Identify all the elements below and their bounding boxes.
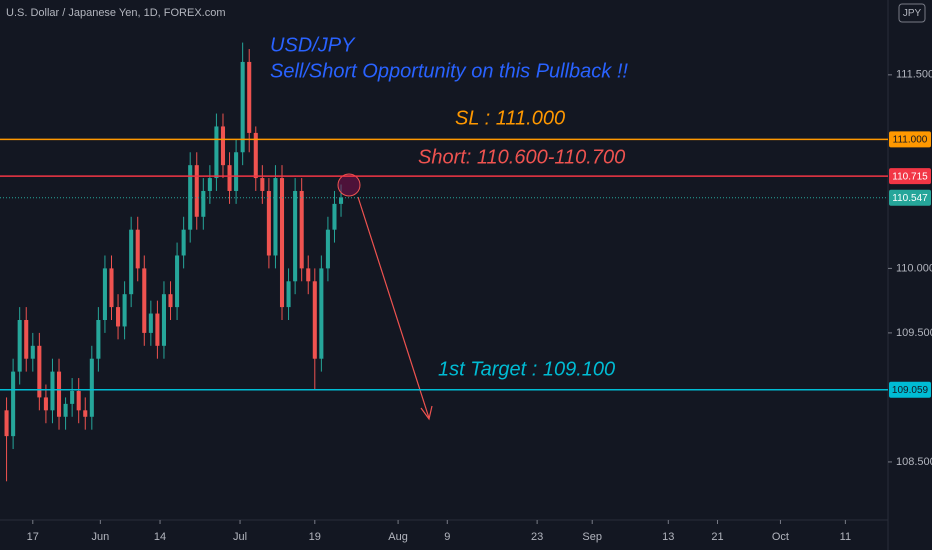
price-badge [889, 189, 931, 206]
candle-body [325, 229, 330, 269]
x-tick-label: Jul [233, 531, 247, 543]
candle-body [207, 178, 212, 191]
candle-body [76, 390, 81, 411]
plot [4, 42, 344, 482]
price-badge-label: 110.547 [892, 193, 928, 204]
subheading: Sell/Short Opportunity on this Pullback … [270, 60, 628, 82]
candle-body [109, 268, 114, 308]
price-badge [889, 168, 931, 185]
price-badge-label: 109.059 [892, 385, 929, 396]
candle-body [142, 268, 147, 333]
target-note: 1st Target : 109.100 [438, 358, 615, 380]
x-tick-label: Jun [91, 531, 109, 543]
candle-body [227, 165, 232, 191]
candle-body [299, 190, 304, 269]
trend-arrow [357, 196, 430, 419]
y-tick-label: 110.000 [896, 262, 932, 274]
stop-loss-note: SL : 111.000 [455, 107, 565, 129]
candle-body [135, 229, 140, 269]
price-badge [889, 131, 931, 148]
x-tick-label: Sep [582, 531, 602, 543]
candle-body [30, 345, 35, 359]
heading: USD/JPY [270, 34, 356, 56]
arrow-head [420, 405, 433, 421]
candle-body [214, 126, 219, 179]
candle-body [43, 397, 48, 411]
chart-title: U.S. Dollar / Japanese Yen, 1D, FOREX.co… [6, 7, 226, 19]
candle-body [4, 410, 9, 437]
candle-body [319, 268, 324, 359]
candle-body [122, 294, 127, 327]
candle-body [234, 152, 239, 191]
candle-body [260, 178, 265, 191]
short-note: Short: 110.600-110.700 [418, 146, 625, 168]
candle-body [17, 320, 22, 372]
candle-body [56, 371, 62, 417]
candle-body [129, 229, 134, 295]
candle-body [63, 403, 68, 417]
x-tick-label: 23 [531, 531, 543, 543]
candle-body [188, 165, 193, 230]
candle-body [116, 307, 121, 327]
candle-body [240, 61, 245, 153]
candle-body [332, 203, 337, 230]
candle-body [11, 371, 16, 437]
x-tick-label: 9 [444, 531, 450, 543]
candle-body [293, 190, 298, 282]
candle-body [266, 190, 271, 256]
candle-body [306, 268, 311, 282]
candle-body [96, 320, 101, 359]
candle-body [312, 281, 317, 359]
x-tick-label: Aug [388, 531, 408, 543]
candle-body [155, 313, 160, 346]
y-tick-label: 109.500 [896, 327, 932, 339]
x-tick-label: 11 [840, 531, 851, 543]
x-tick-label: Oct [772, 531, 789, 543]
x-tick-label: 21 [711, 531, 723, 543]
price-badge-label: 111.000 [893, 134, 928, 145]
candle-body [102, 268, 107, 320]
x-tick-label: 19 [309, 531, 321, 543]
x-tick-label: 17 [27, 531, 39, 543]
x-tick-label: 13 [662, 531, 674, 543]
candle-body [37, 345, 42, 398]
candle-body [161, 294, 166, 346]
candle-body [175, 255, 180, 308]
candle-body [339, 197, 344, 204]
currency: JPY [903, 8, 922, 19]
candle-body [83, 410, 88, 417]
candle-body [181, 229, 186, 256]
candle-body [168, 294, 173, 308]
x-tick-label: 14 [154, 531, 166, 543]
candle-body [247, 61, 252, 133]
candle-body [70, 390, 75, 404]
candle-body [89, 358, 94, 417]
y-tick-label: 111.500 [896, 69, 932, 81]
candle-body [286, 281, 291, 308]
price-badge-label: 110.715 [892, 171, 928, 182]
candle-body [220, 126, 226, 166]
candle-body [279, 178, 285, 308]
price-badge [889, 381, 931, 398]
candle-body [253, 132, 258, 179]
entry-circle [337, 173, 361, 197]
currency-box [898, 3, 926, 23]
y-tick-label: 108.500 [896, 456, 932, 468]
candle-body [50, 371, 55, 411]
candle-body [273, 178, 278, 256]
candle-body [24, 320, 29, 359]
candle-body [148, 313, 153, 333]
candle-body [201, 190, 206, 217]
candle-body [194, 165, 199, 217]
